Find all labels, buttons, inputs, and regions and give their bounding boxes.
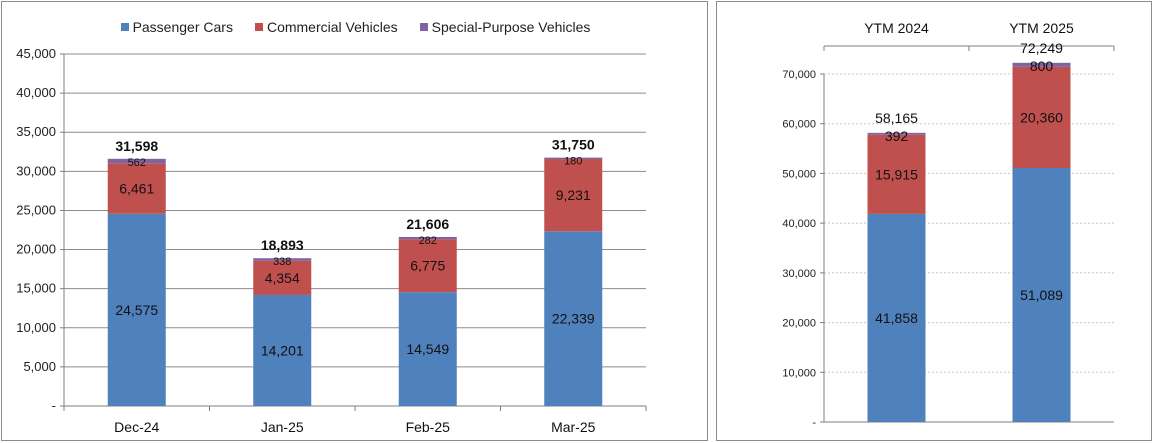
bar-segment-special-purpose-vehicles	[398, 236, 457, 240]
data-label-commercial-vehicles: 6,461	[119, 180, 154, 196]
legend-swatch-special-purpose-vehicles	[419, 23, 428, 31]
data-label-passenger-cars: 24,575	[115, 302, 158, 318]
x-tick-label: YTM 2024	[864, 20, 929, 36]
data-label-commercial-vehicles: 4,354	[265, 270, 300, 286]
bar-segment-passenger-cars	[253, 294, 312, 406]
bar-segment-commercial-vehicles	[398, 239, 457, 293]
bar-segment-special-purpose-vehicles	[544, 157, 603, 160]
bar-segment-commercial-vehicles	[1012, 66, 1071, 169]
data-label-passenger-cars: 22,339	[552, 311, 595, 327]
bar-segment-special-purpose-vehicles	[867, 132, 926, 135]
y-tick-label: -	[52, 398, 56, 413]
x-tick-label: Dec-24	[114, 419, 159, 435]
y-tick-label: 50,000	[782, 168, 816, 180]
x-tick-label: Jan-25	[261, 419, 304, 435]
bar-segment-passenger-cars	[1012, 168, 1071, 422]
y-tick-label: 45,000	[16, 46, 56, 61]
y-tick-label: 30,000	[16, 163, 56, 178]
bar-segment-passenger-cars	[398, 292, 457, 406]
legend-label-passenger-cars: Passenger Cars	[132, 19, 233, 35]
y-tick-label: 35,000	[16, 124, 56, 139]
data-label-passenger-cars: 14,549	[406, 341, 449, 357]
data-label-special-purpose-vehicles: 800	[1030, 58, 1054, 74]
y-tick-label: 40,000	[782, 218, 816, 230]
y-tick-label: 15,000	[16, 281, 56, 296]
y-tick-label: 40,000	[16, 85, 56, 100]
legend-item-special-purpose-vehicles: Special-Purpose Vehicles	[419, 19, 591, 35]
data-label-commercial-vehicles: 6,775	[410, 258, 445, 274]
legend-swatch-commercial-vehicles	[254, 23, 263, 31]
total-label: 58,165	[875, 110, 918, 126]
data-label-special-purpose-vehicles: 562	[128, 157, 146, 169]
legend-item-commercial-vehicles: Commercial Vehicles	[254, 19, 398, 35]
y-tick-label: 60,000	[782, 119, 816, 131]
data-label-passenger-cars: 14,201	[261, 342, 304, 358]
data-label-commercial-vehicles: 15,915	[875, 166, 918, 182]
ytm-sales-chart-panel: - 10,000 20,000 30,000 40,000 50,000 60,000 70,…	[716, 1, 1152, 441]
bar-segment-passenger-cars	[867, 213, 926, 422]
y-tick-label: 5,000	[23, 359, 56, 374]
bar-segment-special-purpose-vehicles	[107, 158, 166, 164]
y-tick-label: 20,000	[782, 318, 816, 330]
total-label: 31,750	[552, 137, 595, 153]
legend-label-commercial-vehicles: Commercial Vehicles	[266, 19, 398, 35]
bar-segment-commercial-vehicles	[544, 159, 603, 232]
total-label: 18,893	[261, 237, 304, 253]
y-tick-label: 20,000	[16, 242, 56, 257]
bar-segment-commercial-vehicles	[107, 163, 166, 214]
data-label-passenger-cars: 41,858	[875, 310, 918, 326]
y-tick-label: 10,000	[16, 320, 56, 335]
data-label-special-purpose-vehicles: 180	[564, 156, 582, 168]
y-tick-label: 10,000	[782, 367, 816, 379]
data-label-special-purpose-vehicles: 282	[419, 235, 437, 247]
monthly-sales-chart-panel: Passenger Cars Commercial Vehicles Speci…	[1, 1, 708, 441]
data-label-commercial-vehicles: 20,360	[1020, 109, 1063, 125]
y-tick-label: 30,000	[782, 268, 816, 280]
data-label-commercial-vehicles: 9,231	[556, 187, 591, 203]
monthly-sales-chart: - 5,000 10,000 15,000 20,000 25,000 30,000 35,0…	[16, 46, 647, 435]
total-label: 21,606	[406, 216, 449, 232]
x-tick-label: Mar-25	[551, 419, 596, 435]
data-label-special-purpose-vehicles: 392	[885, 128, 909, 144]
y-tick-label: -	[812, 417, 816, 429]
bar-segment-special-purpose-vehicles	[253, 258, 312, 261]
y-tick-label: 70,000	[782, 69, 816, 81]
bar-segment-commercial-vehicles	[867, 134, 926, 214]
total-label: 72,249	[1020, 40, 1063, 56]
bar-segment-special-purpose-vehicles	[1012, 62, 1071, 67]
data-label-passenger-cars: 51,089	[1020, 287, 1063, 303]
chart-legend: Passenger Cars Commercial Vehicles Speci…	[2, 19, 709, 35]
legend-label-special-purpose-vehicles: Special-Purpose Vehicles	[431, 19, 591, 35]
legend-swatch-passenger-cars	[120, 23, 129, 31]
legend-item-passenger-cars: Passenger Cars	[120, 19, 233, 35]
bar-segment-commercial-vehicles	[253, 260, 312, 295]
x-tick-label: Feb-25	[406, 419, 451, 435]
bar-segment-passenger-cars	[107, 213, 166, 406]
data-label-special-purpose-vehicles: 338	[273, 256, 291, 268]
total-label: 31,598	[115, 138, 158, 154]
bar-segment-passenger-cars	[544, 231, 603, 406]
x-tick-label: YTM 2025	[1009, 20, 1074, 36]
ytm-sales-chart: - 10,000 20,000 30,000 40,000 50,000 60,000 70,…	[782, 20, 1115, 429]
y-tick-label: 25,000	[16, 202, 56, 217]
